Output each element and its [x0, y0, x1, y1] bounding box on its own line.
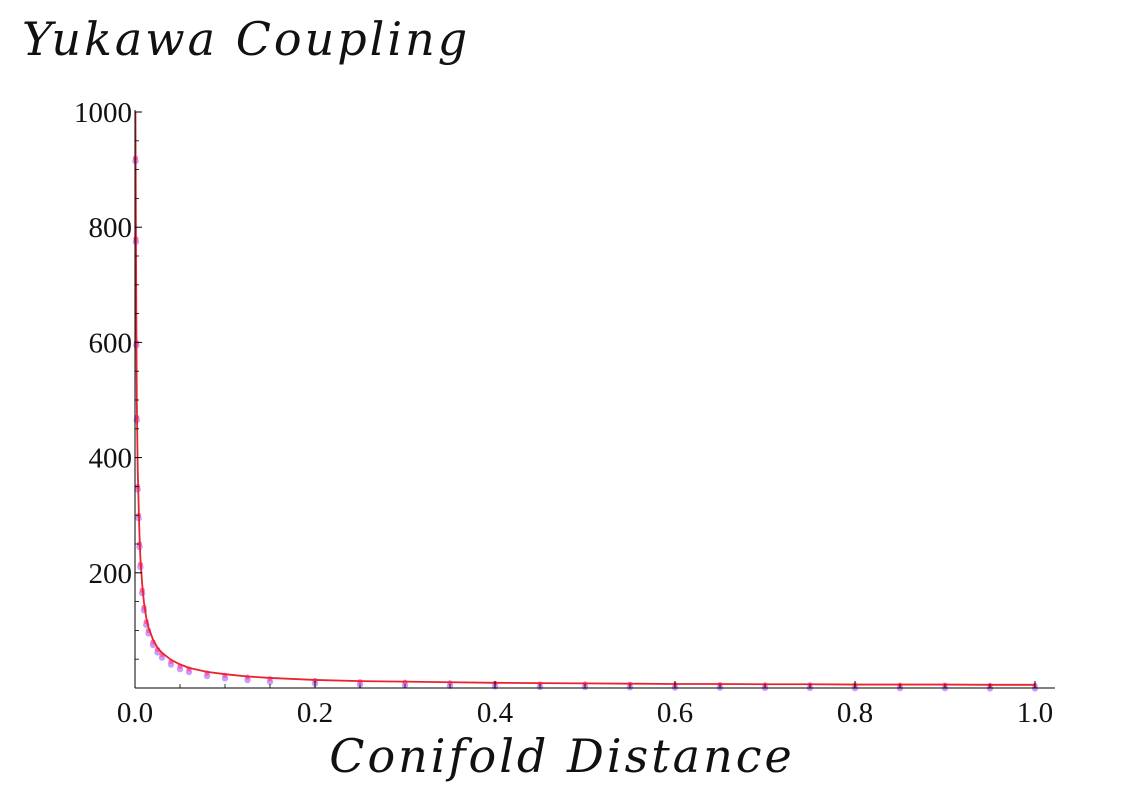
x-tick-label: 0.4: [477, 697, 514, 729]
axes: 0.0 0.2 0.4 0.6 0.8 1.0 200 400 600 800 1000: [74, 97, 1055, 729]
x-tick-label: 0.8: [837, 697, 873, 729]
x-axis-title: Conifold Distance: [329, 729, 794, 783]
x-tick-label: 0.0: [117, 697, 153, 729]
y-tick-label: 400: [89, 443, 133, 475]
y-tick-label: 600: [89, 327, 133, 359]
plot-area: [132, 111, 1039, 692]
x-tick-label: 0.6: [657, 697, 693, 729]
y-tick-label: 1000: [74, 97, 132, 129]
y-tick-label: 200: [89, 558, 133, 590]
x-tick-label: 1.0: [1017, 697, 1053, 729]
y-tick-label: 800: [89, 212, 133, 244]
y-axis-title: Yukawa Coupling: [22, 12, 470, 66]
fit-line: [134, 111, 1035, 686]
x-tick-label: 0.2: [297, 697, 333, 729]
